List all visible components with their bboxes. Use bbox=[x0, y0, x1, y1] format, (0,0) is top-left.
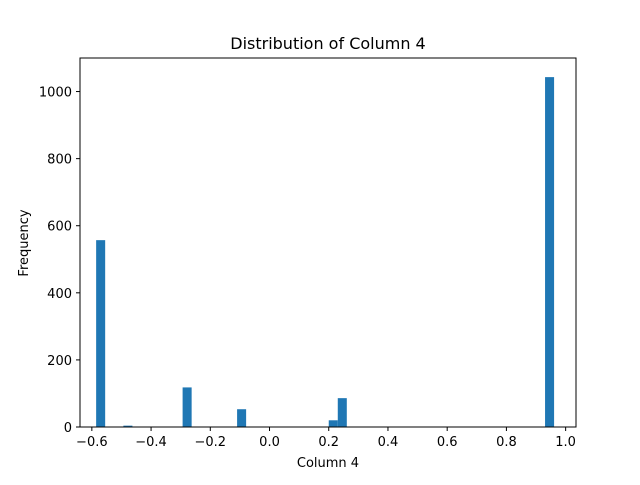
x-tick-label: 0.2 bbox=[318, 435, 339, 450]
chart-title: Distribution of Column 4 bbox=[230, 34, 425, 53]
x-axis-ticks: −0.6 −0.4 −0.2 0.0 0.2 0.4 0.6 0.8 1.0 bbox=[76, 427, 576, 450]
x-tick-label: −0.6 bbox=[76, 435, 108, 450]
histogram-bar bbox=[328, 420, 338, 427]
x-tick-label: 0.0 bbox=[259, 435, 280, 450]
y-tick-label: 600 bbox=[47, 220, 72, 235]
y-tick-label: 1000 bbox=[39, 86, 72, 101]
y-axis-ticks: 0 200 400 600 800 1000 bbox=[39, 86, 80, 436]
y-tick-label: 0 bbox=[64, 421, 72, 436]
bars-group bbox=[96, 77, 555, 427]
histogram-bar bbox=[237, 409, 247, 427]
histogram-bar bbox=[182, 387, 192, 427]
y-tick-label: 200 bbox=[47, 354, 72, 369]
plot-frame bbox=[79, 57, 577, 428]
histogram-bar bbox=[545, 77, 555, 427]
y-tick-label: 800 bbox=[47, 153, 72, 168]
x-tick-label: −0.4 bbox=[135, 435, 167, 450]
y-tick-label: 400 bbox=[47, 287, 72, 302]
plot-area bbox=[80, 58, 576, 427]
x-tick-label: 0.8 bbox=[496, 435, 517, 450]
x-tick-label: 0.4 bbox=[378, 435, 399, 450]
x-tick-label: 0.6 bbox=[437, 435, 458, 450]
histogram-bar bbox=[123, 425, 133, 427]
x-axis-label: Column 4 bbox=[297, 456, 359, 471]
x-tick-label: −0.2 bbox=[195, 435, 227, 450]
y-axis-label: Frequency bbox=[17, 209, 32, 276]
histogram-bar bbox=[96, 240, 106, 427]
x-tick-label: 1.0 bbox=[555, 435, 576, 450]
histogram-bar bbox=[337, 398, 347, 427]
